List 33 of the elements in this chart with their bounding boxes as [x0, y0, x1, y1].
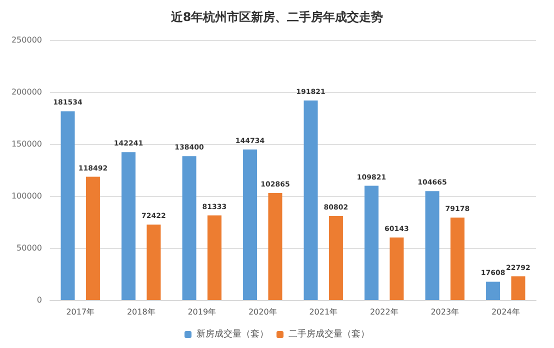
bar — [60, 111, 75, 300]
chart-title: 近8年杭州市区新房、二手房年成交走势 — [170, 10, 384, 24]
bar — [486, 282, 500, 300]
x-tick-label: 2017年 — [66, 308, 95, 316]
bar — [425, 191, 440, 300]
y-tick-label: 250000 — [11, 36, 42, 44]
x-tick-label: 2023年 — [430, 308, 460, 316]
bar — [268, 193, 282, 300]
x-tick-label: 2018年 — [126, 308, 156, 316]
y-tick-label: 200000 — [11, 88, 42, 96]
x-tick-label: 2019年 — [188, 308, 216, 316]
bar — [511, 276, 526, 300]
x-tick-label: 2022年 — [370, 308, 398, 316]
bar — [328, 216, 343, 300]
bar — [146, 224, 161, 300]
bar — [304, 100, 318, 300]
x-tick-label: 2021年 — [309, 308, 338, 316]
bar — [364, 186, 379, 300]
legend-label: 新房成交量（套） — [196, 328, 268, 340]
x-tick-label: 2020年 — [248, 308, 277, 316]
y-tick-label: 0 — [36, 296, 42, 304]
y-tick-label: 100000 — [11, 192, 42, 200]
y-tick-label: 50000 — [16, 244, 42, 252]
bar — [207, 215, 222, 300]
x-tick-label: 2024年 — [491, 308, 520, 316]
bar — [450, 218, 464, 300]
bar — [390, 237, 404, 300]
legend-label: 二手房成交量（套） — [288, 328, 370, 340]
bar — [243, 149, 258, 300]
bar — [86, 176, 100, 300]
bar — [122, 152, 136, 300]
y-tick-label: 150000 — [11, 140, 42, 148]
bar — [182, 156, 196, 300]
